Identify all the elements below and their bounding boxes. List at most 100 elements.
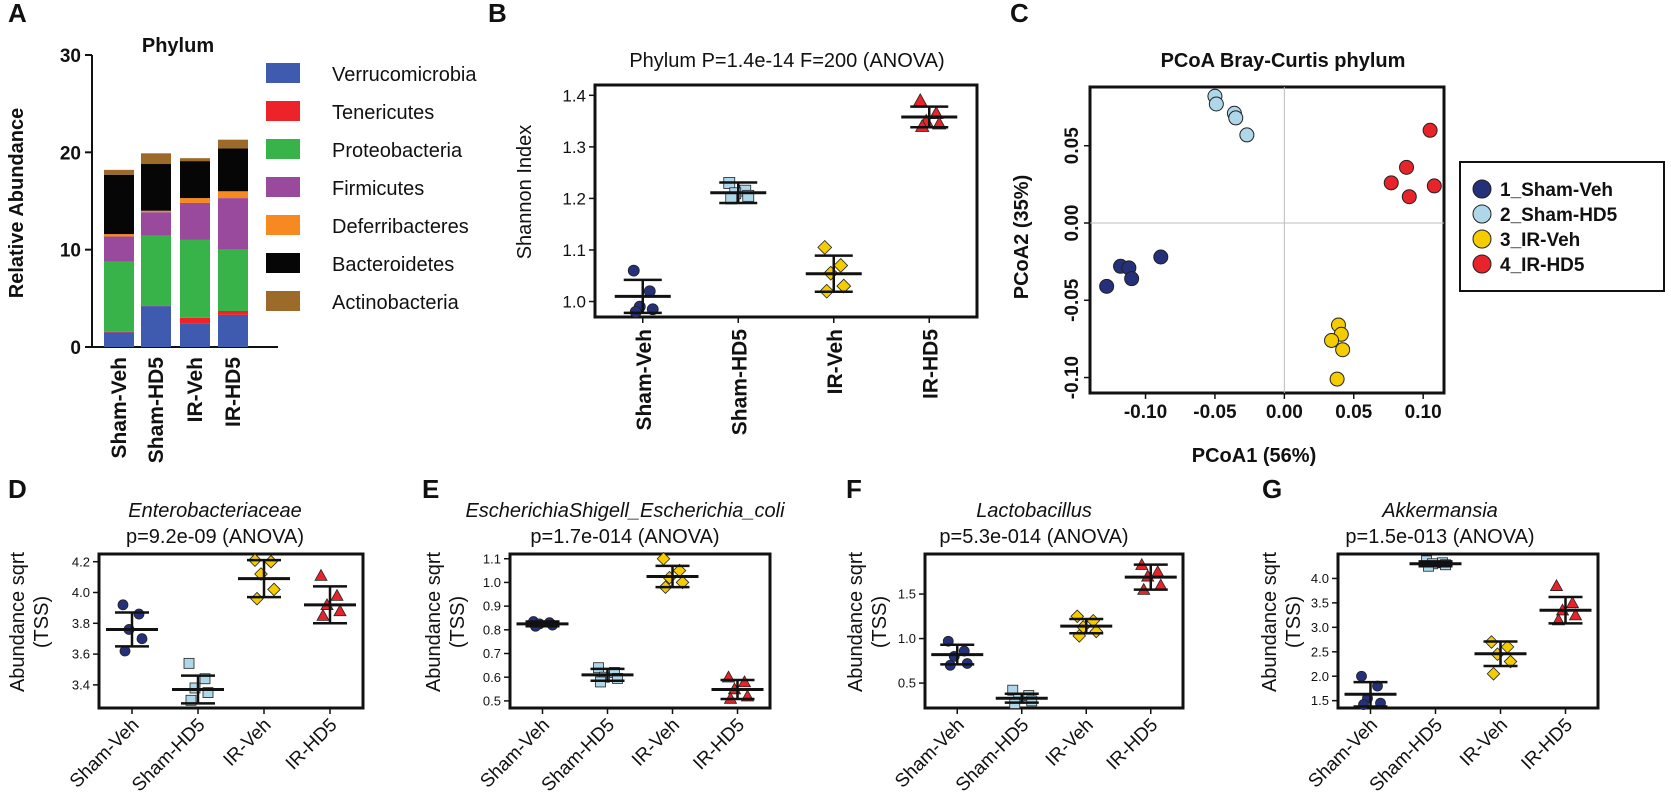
- panel-b-category-label: IR-Veh: [824, 329, 847, 394]
- panel-g-title-taxon: Akkermansia: [1381, 500, 1498, 522]
- panel-c-y-tick-label: 0.00: [1062, 205, 1083, 242]
- data-point-ir-veh: [833, 258, 849, 273]
- panel-d-y-tick-label: 3.4: [72, 677, 90, 692]
- panel-letter-a: A: [8, 0, 27, 28]
- panel-b-y-tick-label: 1.2: [562, 189, 586, 208]
- pcoa-point-4-ir-hd5: [1422, 122, 1438, 138]
- legend-marker-2-sham-hd5: [1472, 204, 1492, 224]
- panel-b-y-label: Shannon Index: [514, 125, 536, 260]
- data-point-sham-veh: [136, 633, 148, 645]
- panel-b-chart: Phylum P=1.4e-14 F=200 (ANOVA) Shannon I…: [514, 50, 979, 435]
- panel-e-frame: [508, 552, 772, 710]
- data-point-ir-hd5: [330, 588, 344, 601]
- panel-d-y-tick-label: 3.6: [72, 647, 90, 662]
- panel-e-y-tick-label: 0.5: [483, 693, 501, 708]
- pcoa-point-3-ir-veh: [1329, 371, 1345, 387]
- bar-segment-proteobacteria: [104, 261, 134, 332]
- pcoa-point-2-sham-hd5: [1228, 110, 1244, 126]
- bar-segment-deferribacteres: [104, 234, 134, 237]
- panel-e-y-tick-label: 0.8: [483, 622, 501, 637]
- pcoa-point-4-ir-hd5: [1426, 178, 1442, 194]
- data-point-ir-hd5: [314, 568, 328, 581]
- data-point-sham-hd5: [742, 189, 755, 202]
- data-point-sham-hd5: [202, 687, 214, 698]
- legend-swatch-tenericutes: [266, 101, 300, 121]
- panel-f-category-label: IR-Veh: [1042, 715, 1098, 771]
- data-point-ir-hd5: [1154, 578, 1168, 591]
- panel-a-category-label: Sham-Veh: [108, 357, 131, 459]
- panel-c-x-tick-label: -0.05: [1193, 402, 1237, 423]
- panel-a-category-label: Sham-HD5: [145, 357, 168, 464]
- panel-f-title: p=5.3e-014 (ANOVA): [939, 526, 1128, 548]
- panel-b-frame: [593, 83, 979, 319]
- panel-a-y-tick-label: 10: [60, 241, 81, 262]
- legend-marker-3-ir-veh: [1472, 229, 1492, 249]
- panel-c-x-tick-label: 0.00: [1266, 402, 1303, 423]
- pcoa-point-2-sham-hd5: [1208, 96, 1224, 112]
- data-point-ir-hd5: [737, 675, 752, 688]
- panel-a-chart: Phylum Relative Abundance 0 10 20 30 Sham-V…: [6, 35, 477, 463]
- data-point-ir-hd5: [1549, 578, 1564, 591]
- panel-b-category-label: IR-HD5: [919, 329, 942, 399]
- legend-label-bacteroidetes: Bacteroidetes: [332, 254, 454, 276]
- panel-f-y-tick-label: 1.5: [898, 587, 916, 602]
- data-point-ir-veh: [250, 591, 264, 606]
- panel-d-frame: [97, 552, 365, 710]
- legend-label-deferribacteres: Deferribacteres: [332, 216, 469, 238]
- data-point-ir-hd5: [333, 604, 347, 617]
- bar-segment-verrucomicrobia: [104, 332, 134, 347]
- panel-a-y-ticks: 0 10 20 30: [60, 46, 92, 359]
- legend-marker-1-sham-veh: [1472, 179, 1492, 199]
- bar-segment-firmicutes: [104, 236, 134, 262]
- data-point-sham-hd5: [1026, 695, 1038, 707]
- panel-f-y-label-line2: (TSS): [869, 596, 891, 648]
- data-point-sham-veh: [627, 264, 640, 277]
- bar-segment-bacteroidetes: [180, 161, 210, 199]
- data-point-ir-veh: [1486, 666, 1501, 681]
- panel-b-content: 1.0 1.1 1.2 1.3 1.4 Sham-Veh Sham-HD5 IR-Veh IR-…: [562, 86, 958, 435]
- panel-g-y-tick-label: 1.5: [1311, 693, 1329, 708]
- legend-swatch-bacteroidetes: [266, 253, 300, 273]
- pcoa-point-3-ir-veh: [1335, 342, 1351, 358]
- bar-segment-firmicutes: [180, 202, 210, 240]
- bar-segment-actinobacteria: [104, 169, 134, 175]
- panel-e-chart: EscherichiaShigell_Escherichia_coli p=1.…: [423, 500, 785, 796]
- data-point-ir-veh: [675, 575, 690, 590]
- panel-b-y-tick-label: 1.4: [562, 86, 586, 105]
- pcoa-point-1-sham-veh: [1124, 271, 1140, 287]
- panel-d-y-tick-label: 3.8: [72, 616, 90, 631]
- panel-letter-d: D: [8, 474, 27, 504]
- panel-g-y-tick-label: 2.5: [1311, 644, 1329, 659]
- panel-letter-g: G: [1262, 474, 1282, 504]
- data-point-ir-veh: [1503, 654, 1518, 669]
- panel-d-title-taxon: Enterobacteriaceae: [128, 500, 301, 522]
- panel-a-category-label: IR-Veh: [184, 357, 207, 422]
- data-point-ir-veh: [817, 239, 833, 255]
- panel-c-y-tick-label: 0.05: [1062, 127, 1083, 164]
- panel-g-chart: Akkermansia p=1.5e-013 (ANOVA) Abundance…: [1259, 500, 1600, 796]
- legend-label-proteobacteria: Proteobacteria: [332, 140, 463, 162]
- legend-label-firmicutes: Firmicutes: [332, 178, 424, 200]
- panel-d-y-label-line2: (TSS): [31, 596, 53, 648]
- legend-label-3-ir-veh: 3_IR-Veh: [1500, 230, 1580, 251]
- panel-d-y-label-line1: Abundance sqrt: [7, 552, 29, 693]
- panel-c-legend: 1_Sham-Veh 2_Sham-HD5 3_IR-Veh 4_IR-HD5: [1472, 179, 1618, 276]
- legend-label-1-sham-veh: 1_Sham-Veh: [1500, 180, 1613, 201]
- panel-f-category-label: IR-HD5: [1103, 715, 1163, 775]
- panel-g-y-tick-label: 4.0: [1311, 571, 1329, 586]
- panel-letter-f: F: [846, 474, 862, 504]
- panel-d-title: p=9.2e-09 (ANOVA): [126, 526, 304, 548]
- panel-e-y-tick-label: 1.1: [483, 551, 501, 566]
- panel-letter-b: B: [488, 0, 507, 28]
- panel-b-y-tick-label: 1.1: [562, 241, 586, 260]
- panel-f-y-tick-label: 0.5: [898, 676, 916, 691]
- panel-c-y-tick-label: -0.05: [1062, 278, 1083, 322]
- panel-e-y-tick-label: 0.6: [483, 670, 501, 685]
- panel-a-title: Phylum: [142, 35, 214, 57]
- pcoa-point-1-sham-veh: [1153, 249, 1169, 265]
- data-point-sham-veh: [133, 608, 145, 620]
- panel-b-y-tick-label: 1.3: [562, 138, 586, 157]
